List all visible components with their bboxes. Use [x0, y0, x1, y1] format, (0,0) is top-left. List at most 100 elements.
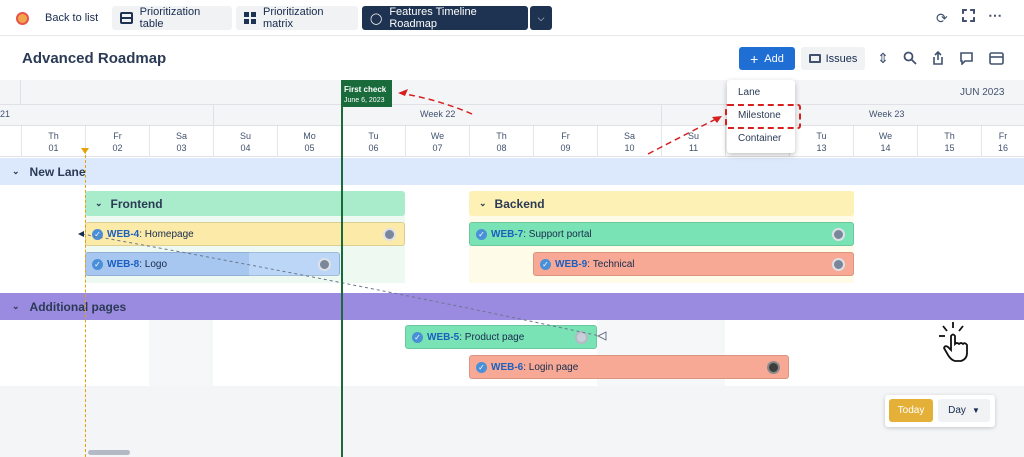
week-label: Week 23: [869, 109, 905, 119]
panel-icon[interactable]: [986, 48, 1006, 68]
issue-key: WEB-9: [555, 258, 588, 270]
annotation-arrow: [399, 92, 473, 115]
issue-title: Homepage: [144, 228, 194, 240]
divider: [20, 80, 21, 105]
click-hand-icon: [939, 322, 968, 362]
dependency-start: [78, 231, 84, 237]
add-button-label: Add: [764, 52, 784, 65]
avatar: [832, 228, 845, 241]
plus-icon: +: [750, 50, 759, 67]
lane-name: New Lane: [29, 164, 86, 179]
avatar: [575, 331, 588, 344]
menu-item-lane[interactable]: Lane: [738, 87, 761, 98]
day-cell: Su 04: [213, 126, 277, 157]
day-cell: Fr 09: [533, 126, 597, 157]
comment-icon[interactable]: [956, 48, 976, 68]
chevron-down-icon: ▼: [971, 406, 980, 415]
separator: :: [139, 228, 145, 240]
day-cell: We 07: [405, 126, 469, 157]
lightbulb-icon: ◯: [370, 12, 383, 25]
fullscreen-icon[interactable]: [962, 9, 975, 22]
issues-button[interactable]: Issues: [801, 47, 865, 70]
day-cell: Fr 16: [981, 126, 1024, 157]
tab-features-timeline-roadmap[interactable]: ◯ Features Timeline Roadmap: [362, 6, 528, 30]
lightbulb-logo-icon: [16, 11, 29, 25]
day-cell: Su 11: [661, 126, 725, 157]
separator: :: [459, 331, 465, 343]
checkbox-icon: ✓: [92, 228, 103, 240]
top-bar: Back to list Prioritization table Priori…: [0, 0, 1024, 36]
day-cell: Sa 03: [149, 126, 213, 157]
back-to-list-button[interactable]: Back to list: [8, 6, 106, 30]
avatar: [383, 228, 396, 241]
annotation-arrowhead: [712, 116, 722, 123]
group-name: Backend: [494, 196, 545, 211]
day-cell: Mo 05: [277, 126, 341, 157]
scale-label: Day: [948, 405, 966, 416]
month-header: JUN 2023: [0, 80, 1024, 105]
card-web-7[interactable]: ✓ WEB-7: Support portal: [469, 222, 854, 246]
card-web-9[interactable]: ✓ WEB-9: Technical: [533, 252, 854, 276]
milestone-highlight: [725, 104, 801, 129]
avatar: [318, 258, 331, 271]
milestone-first-check[interactable]: First check June 6, 2023: [341, 80, 392, 107]
avatar: [832, 258, 845, 271]
dependency-arrow: [596, 331, 607, 341]
tab-label: Features Timeline Roadmap: [389, 6, 477, 30]
tab-label: Prioritization table: [139, 6, 201, 30]
tab-prioritization-matrix[interactable]: Prioritization matrix: [236, 6, 358, 30]
group-backend[interactable]: ⌄ Backend: [469, 191, 854, 216]
add-dropdown-menu: Lane Milestone Container: [727, 80, 795, 153]
monitor-icon: [808, 54, 821, 63]
annotation-arrow: [647, 117, 719, 155]
chevron-down-icon: ⌄: [95, 198, 103, 208]
matrix-icon: [244, 12, 256, 24]
menu-item-container[interactable]: Container: [738, 133, 782, 144]
day-cell: Sa 10: [597, 126, 661, 157]
week-divider: [213, 105, 214, 126]
lane-header-new-lane[interactable]: ⌄ New Lane: [0, 158, 1024, 185]
add-button[interactable]: + Add: [739, 47, 795, 70]
month-label: JUN 2023: [960, 87, 1005, 98]
issue-key: WEB-7: [491, 228, 524, 240]
chevron-down-icon: ⌄: [12, 166, 20, 176]
issue-key: WEB-6: [491, 361, 524, 373]
avatar: [767, 361, 780, 374]
separator: :: [587, 258, 593, 270]
group-name: Frontend: [110, 196, 163, 211]
checkbox-icon: ✓: [412, 331, 423, 343]
refresh-icon[interactable]: ⟳: [936, 10, 948, 26]
issue-title: Product page: [464, 331, 525, 343]
card-web-6[interactable]: ✓ WEB-6: Login page: [469, 355, 789, 379]
scale-select[interactable]: Day ▼: [938, 399, 990, 422]
group-frontend[interactable]: ⌄ Frontend: [85, 191, 405, 216]
tab-prioritization-table[interactable]: Prioritization table: [112, 6, 232, 30]
day-cell: Th 15: [917, 126, 981, 157]
more-options-icon[interactable]: ⋯: [988, 7, 1002, 23]
issue-title: Logo: [144, 258, 168, 270]
lane-header-additional-pages[interactable]: ⌄ Additional pages: [0, 293, 1024, 320]
day-header: Th 01 Fr 02 Sa 03 Su 04 Mo 05 Tu 06 We 07 Th 08 …: [0, 126, 1024, 157]
issue-key: WEB-4: [107, 228, 140, 240]
chevron-down-icon: ⌵: [537, 12, 545, 23]
today-line: [85, 150, 86, 457]
dependency-line: [81, 233, 601, 337]
today-marker: [81, 148, 89, 154]
issues-button-label: Issues: [825, 52, 858, 65]
share-icon[interactable]: [928, 48, 948, 68]
chevron-down-icon: ⌄: [12, 301, 20, 311]
menu-item-milestone[interactable]: Milestone: [738, 110, 781, 121]
checkbox-icon: ✓: [476, 361, 487, 373]
issue-key: WEB-8: [107, 258, 140, 270]
table-icon: [120, 12, 133, 24]
views-dropdown-button[interactable]: ⌵: [530, 6, 552, 30]
card-web-8[interactable]: ✓ WEB-8: Logo: [85, 252, 340, 276]
expand-collapse-icon[interactable]: ⇕: [877, 49, 889, 66]
weekend-shade: [149, 320, 213, 386]
week-label: Week 22: [420, 109, 456, 119]
week-divider: [661, 105, 662, 126]
search-icon[interactable]: [900, 48, 920, 68]
today-button[interactable]: Today: [889, 399, 933, 422]
horizontal-scrollbar[interactable]: [88, 450, 130, 455]
